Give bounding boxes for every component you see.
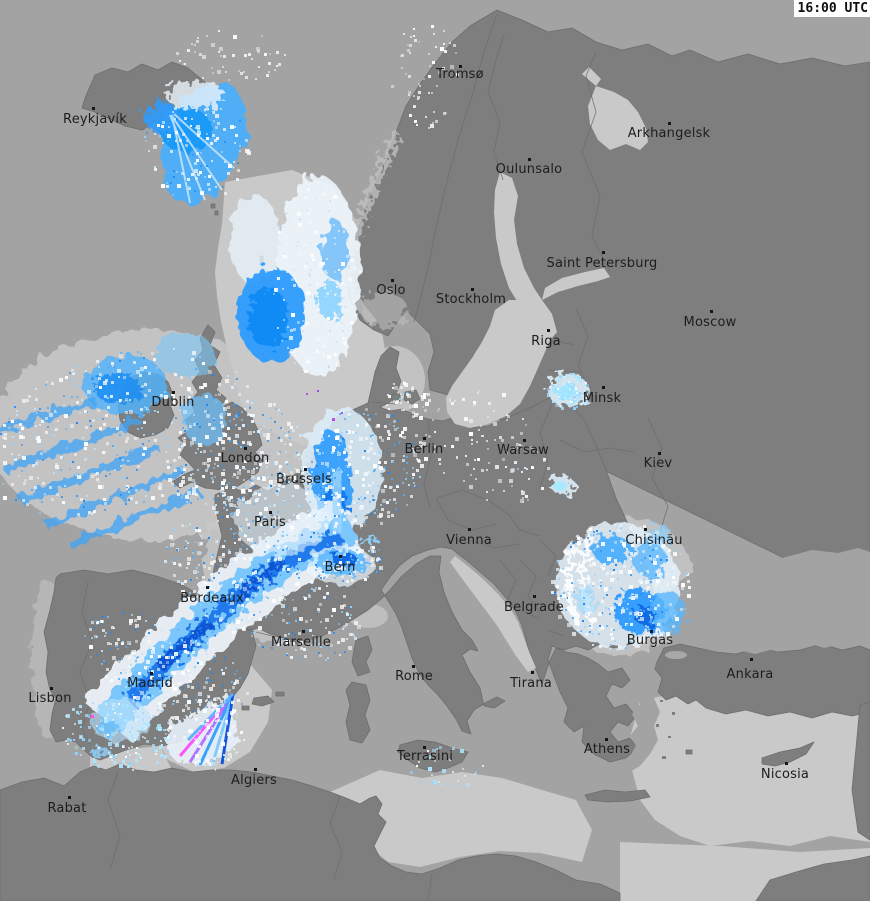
gulf-of-bothnia bbox=[494, 172, 542, 310]
land-north-africa bbox=[0, 763, 621, 901]
land-rhodes bbox=[685, 749, 693, 755]
precip-alps bbox=[306, 534, 378, 585]
sea-of-marmara bbox=[665, 651, 687, 659]
black-sea bbox=[660, 548, 870, 654]
land-levant bbox=[851, 701, 870, 841]
precip-minsk bbox=[548, 373, 588, 407]
land-faroe-1 bbox=[210, 203, 216, 209]
precip-atlantic-ireland bbox=[0, 333, 227, 549]
aegean-sea bbox=[620, 650, 660, 772]
land-corsica bbox=[351, 635, 373, 677]
land-mallorca bbox=[251, 695, 275, 707]
precip-balkans bbox=[556, 523, 684, 647]
country-borders bbox=[79, 13, 669, 901]
land-crete bbox=[584, 789, 651, 803]
land-egypt bbox=[755, 855, 870, 901]
gulf-of-finland bbox=[542, 268, 610, 300]
precip-south-spain bbox=[90, 692, 238, 767]
precip-north-sea bbox=[230, 175, 360, 375]
land-funen bbox=[391, 393, 401, 402]
land-menorca bbox=[275, 691, 285, 697]
adriatic-sea bbox=[450, 556, 536, 672]
sea-carveouts bbox=[363, 67, 870, 772]
land-faroe-2 bbox=[214, 210, 219, 216]
timestamp-badge: 16:00 UTC bbox=[793, 0, 870, 17]
precip-iceland-fan bbox=[144, 81, 248, 205]
precip-lublin bbox=[549, 476, 575, 494]
land-ibiza bbox=[241, 705, 250, 711]
precip-france-front bbox=[84, 468, 365, 743]
land-sicily bbox=[397, 739, 469, 773]
white-sea bbox=[582, 67, 648, 150]
baltic-sea bbox=[446, 300, 557, 428]
land-sardinia bbox=[345, 681, 371, 744]
land-cyprus bbox=[761, 741, 815, 767]
